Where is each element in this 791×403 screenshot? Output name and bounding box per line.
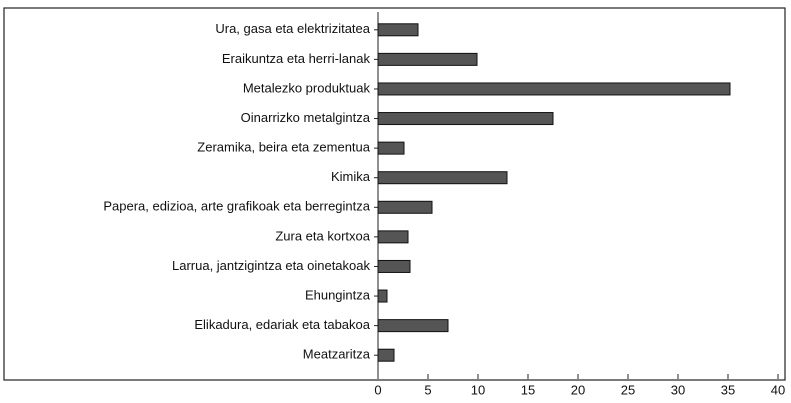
y-tick-label: Oinarrizko metalgintza [241, 110, 371, 125]
y-tick-label: Elikadura, edariak eta tabakoa [194, 317, 370, 332]
bar [377, 112, 554, 126]
bar [377, 319, 449, 333]
x-tick-label: 5 [424, 382, 431, 397]
y-tick-label: Kimika [331, 169, 371, 184]
bar [377, 141, 405, 155]
x-tick-label: 10 [471, 382, 485, 397]
bar [377, 171, 508, 185]
x-tick-label: 30 [671, 382, 685, 397]
bar [377, 230, 409, 244]
y-tick-label: Ehungintza [305, 287, 371, 302]
x-tick-label: 0 [374, 382, 381, 397]
x-tick-label: 15 [521, 382, 535, 397]
bar [377, 82, 731, 96]
y-tick-label: Papera, edizioa, arte grafikoak eta berr… [103, 199, 370, 214]
x-tick-label: 25 [621, 382, 635, 397]
x-tick-label: 20 [571, 382, 585, 397]
chart-frame [3, 7, 786, 381]
y-tick-label: Metalezko produktuak [243, 80, 371, 95]
bar [377, 259, 411, 273]
bar [377, 289, 388, 303]
y-tick-label: Ura, gasa eta elektrizitatea [215, 21, 370, 36]
bar [377, 348, 395, 362]
bar [377, 200, 433, 214]
bar [377, 52, 478, 66]
y-tick-label: Zura eta kortxoa [275, 228, 370, 243]
y-tick-label: Eraikuntza eta herri-lanak [222, 51, 371, 66]
x-tick-label: 35 [721, 382, 735, 397]
y-tick-label: Larrua, jantzigintza eta oinetakoak [172, 258, 371, 273]
y-tick-label: Zeramika, beira eta zementua [197, 140, 370, 155]
x-tick-label: 40 [771, 382, 785, 397]
y-tick-label: Meatzaritza [303, 347, 371, 362]
bar [377, 23, 419, 37]
